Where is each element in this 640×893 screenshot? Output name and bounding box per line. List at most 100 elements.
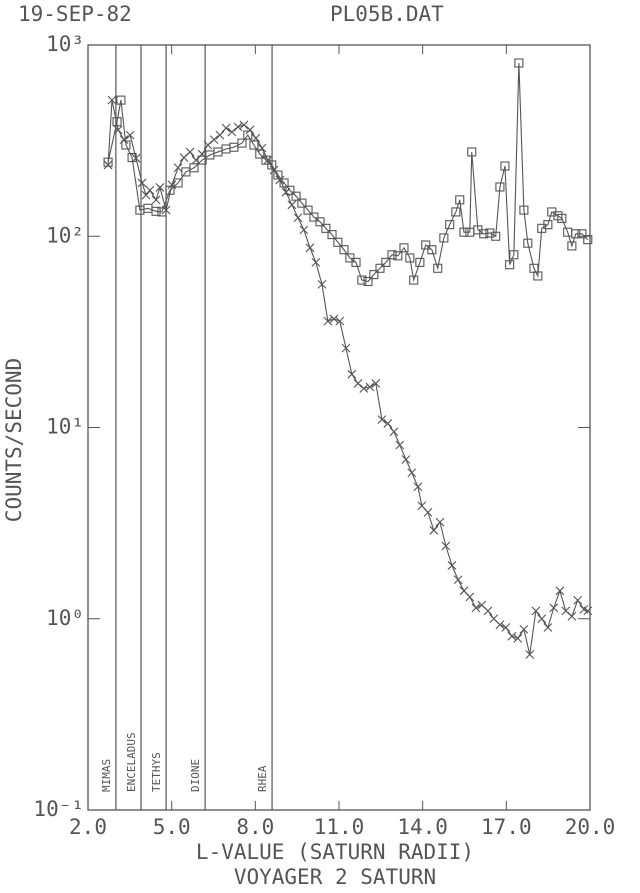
square-marker (433, 263, 443, 273)
cross-marker (257, 143, 267, 153)
cross-marker (525, 650, 535, 659)
cross-marker (365, 382, 375, 392)
square-marker (381, 257, 391, 267)
square-marker (393, 251, 403, 261)
square-marker (303, 205, 313, 215)
cross-marker (209, 135, 219, 145)
chart-title: 19-SEP-82 (18, 2, 132, 26)
square-marker (451, 207, 461, 217)
square-marker (495, 182, 505, 192)
cross-marker (347, 369, 357, 379)
cross-marker (197, 149, 207, 159)
square-marker (399, 243, 409, 253)
cross-marker (113, 125, 123, 135)
cross-marker (501, 623, 511, 632)
square-marker (116, 95, 126, 105)
cross-marker (137, 178, 147, 188)
cross-marker (537, 614, 547, 624)
square-marker (583, 235, 593, 245)
cross-marker (173, 163, 183, 173)
cross-marker (471, 603, 481, 613)
cross-marker (287, 200, 297, 210)
cross-marker (221, 123, 231, 133)
square-marker (369, 270, 379, 280)
cross-marker (549, 603, 559, 613)
cross-marker (161, 205, 171, 215)
cross-marker (341, 343, 351, 353)
square-marker (297, 198, 307, 208)
square-marker (327, 230, 337, 240)
cross-marker (389, 427, 399, 437)
x-tick-label: 20.0 (565, 815, 616, 839)
square-marker (363, 276, 373, 287)
cross-marker (359, 384, 369, 393)
x-axis-label-2: VOYAGER 2 SATURN (234, 865, 436, 889)
cross-marker (125, 130, 135, 140)
cross-marker (317, 280, 327, 289)
cross-marker (441, 541, 451, 551)
cross-marker (453, 575, 463, 585)
square-marker (405, 253, 415, 263)
cross-marker (423, 507, 433, 517)
cross-marker (513, 633, 523, 643)
plot-frame (87, 44, 591, 811)
square-marker (309, 212, 319, 222)
x-tick-label: 5.0 (153, 815, 191, 839)
cross-marker (233, 122, 243, 132)
cross-marker (269, 165, 279, 175)
square-marker (189, 163, 199, 173)
cross-marker (401, 455, 411, 464)
square-marker (415, 257, 425, 267)
cross-marker (311, 258, 321, 267)
square-marker (543, 220, 553, 230)
cross-marker (131, 153, 141, 163)
square-marker (505, 260, 515, 270)
square-marker (439, 233, 449, 243)
cross-marker (151, 195, 161, 205)
square-marker (243, 130, 253, 140)
x-tick-label: 2.0 (69, 815, 107, 839)
square-marker (500, 161, 510, 171)
y-tick-label: 10⁰ (46, 606, 84, 630)
cross-marker (567, 611, 577, 621)
square-marker (491, 231, 501, 241)
cross-marker (573, 595, 583, 605)
cross-marker (299, 225, 309, 235)
cross-marker (413, 482, 423, 492)
square-marker (333, 237, 343, 247)
x-tick-label: 17.0 (481, 815, 532, 839)
square-marker (387, 250, 397, 260)
cross-marker (395, 440, 405, 450)
square-marker (249, 140, 259, 150)
square-marker (321, 223, 331, 233)
square-marker (577, 229, 587, 239)
square-marker (567, 241, 577, 251)
cross-marker (263, 155, 273, 165)
cross-marker (239, 120, 249, 130)
y-tick-label: 10⁻¹ (33, 797, 84, 821)
square-marker (571, 229, 581, 239)
square-marker (514, 58, 524, 68)
y-tick-label: 10¹ (46, 415, 84, 439)
cross-marker (167, 180, 177, 190)
square-marker (467, 147, 477, 157)
square-marker (357, 275, 367, 285)
y-tick-label: 10² (46, 223, 84, 247)
square-marker (427, 245, 437, 255)
square-marker (267, 160, 277, 170)
cross-marker (429, 525, 439, 535)
cross-marker (185, 147, 195, 157)
cross-marker (329, 314, 339, 324)
cross-marker (119, 135, 129, 145)
square-marker (557, 213, 567, 223)
x-axis-label: L-VALUE (SATURN RADII) (196, 840, 474, 864)
moon-label: ENCELADUS (125, 732, 138, 792)
cross-marker (495, 620, 505, 630)
cross-marker (407, 468, 417, 478)
chart-subtitle: PL05B.DAT (330, 2, 444, 26)
cross-marker (377, 415, 387, 424)
moon-label: MIMAS (100, 759, 113, 792)
x-tick-label: 14.0 (397, 815, 448, 839)
square-marker (351, 257, 361, 267)
cross-marker (483, 606, 493, 616)
